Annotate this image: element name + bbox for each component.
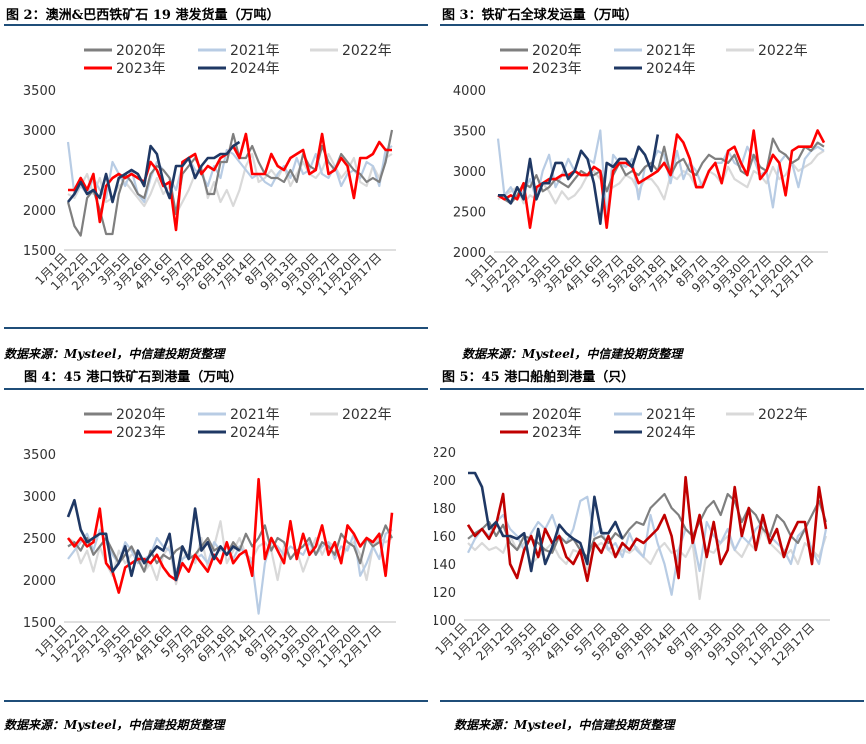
y-tick-label: 2000 — [23, 204, 56, 219]
legend-label: 2022年 — [758, 43, 808, 59]
y-tick-label: 4000 — [453, 84, 486, 99]
series-line-2020 — [497, 137, 825, 205]
y-tick-label: 200 — [434, 474, 456, 489]
legend-label: 2021年 — [230, 407, 280, 423]
y-tick-label: 3500 — [23, 448, 56, 463]
bottom-rule — [4, 327, 428, 329]
series-line-2024 — [66, 498, 241, 582]
source-note: 数据来源：Mysteel，中信建投期货整理 — [4, 718, 225, 732]
legend-label: 2023年 — [532, 425, 582, 441]
y-tick-label: 3000 — [23, 490, 56, 505]
series-line-2023 — [497, 129, 826, 229]
series-line-2024 — [498, 134, 660, 225]
bottom-rule — [4, 700, 428, 702]
legend-label: 2023年 — [532, 61, 582, 77]
legend-label: 2024年 — [230, 61, 280, 77]
bottom-rule — [440, 700, 864, 702]
chart-fig5-plot: 1001201401601802002201月1日1月22日2月12日3月5日3… — [434, 407, 830, 669]
legend-label: 2024年 — [646, 61, 696, 77]
y-tick-label: 2000 — [23, 574, 56, 589]
y-tick-label: 120 — [434, 586, 456, 601]
y-tick-label: 220 — [434, 446, 456, 461]
chart-title: 图 2：澳洲&巴西铁矿石 19 港发货量（万吨） — [6, 8, 280, 23]
y-tick-label: 160 — [434, 530, 456, 545]
legend-label: 2022年 — [342, 407, 392, 423]
top-rule — [4, 388, 428, 390]
y-tick-label: 140 — [434, 558, 456, 573]
legend-label: 2022年 — [342, 43, 392, 59]
y-tick-label: 1500 — [23, 616, 56, 631]
y-tick-label: 3000 — [453, 165, 486, 180]
y-tick-label: 1500 — [23, 244, 56, 259]
series-line-2024 — [66, 140, 241, 204]
top-rule — [440, 24, 864, 26]
top-rule — [4, 24, 428, 26]
legend-label: 2023年 — [116, 61, 166, 77]
chart-fig2-plot: 150020002500300035001月1日1月22日2月12日3月5日3月… — [23, 43, 396, 299]
y-tick-label: 180 — [434, 502, 456, 517]
y-tick-label: 100 — [434, 614, 456, 629]
legend-label: 2023年 — [116, 425, 166, 441]
y-tick-label: 2000 — [453, 246, 486, 261]
series-line-2020 — [467, 492, 828, 559]
legend-label: 2022年 — [758, 407, 808, 423]
legend-label: 2020年 — [116, 407, 166, 423]
chart-title: 图 4：45 港口铁矿石到港量（万吨） — [24, 370, 243, 385]
y-tick-label: 3000 — [23, 124, 56, 139]
legend-label: 2024年 — [230, 425, 280, 441]
legend-label: 2020年 — [532, 407, 582, 423]
y-tick-label: 3500 — [453, 125, 486, 140]
y-tick-label: 2500 — [23, 164, 56, 179]
series-line-2024 — [468, 471, 624, 573]
chart-title: 图 3：铁矿石全球发运量（万吨） — [442, 8, 638, 23]
legend-label: 2021年 — [646, 43, 696, 59]
series-line-2023 — [466, 475, 828, 583]
source-note: 数据来源：Mysteel，中信建投期货整理 — [4, 347, 225, 361]
chart-title: 图 5：45 港口船舶到港量（只） — [442, 370, 635, 385]
legend-label: 2020年 — [116, 43, 166, 59]
top-rule — [440, 388, 864, 390]
legend-label: 2020年 — [532, 43, 582, 59]
legend-label: 2021年 — [230, 43, 280, 59]
chart-fig3-plot: 200025003000350040001月1日1月22日2月12日3月5日3月… — [453, 43, 828, 301]
legend-label: 2024年 — [646, 425, 696, 441]
source-note: 数据来源：Mysteel，中信建投期货整理 — [454, 718, 675, 732]
chart-fig4-plot: 150020002500300035001月1日1月22日2月12日3月5日3月… — [23, 407, 396, 671]
y-tick-label: 2500 — [23, 532, 56, 547]
y-tick-label: 2500 — [453, 206, 486, 221]
y-tick-label: 3500 — [23, 84, 56, 99]
series-line-2022 — [497, 149, 825, 205]
legend-label: 2021年 — [646, 407, 696, 423]
source-note: 数据来源：Mysteel，中信建投期货整理 — [462, 347, 683, 361]
